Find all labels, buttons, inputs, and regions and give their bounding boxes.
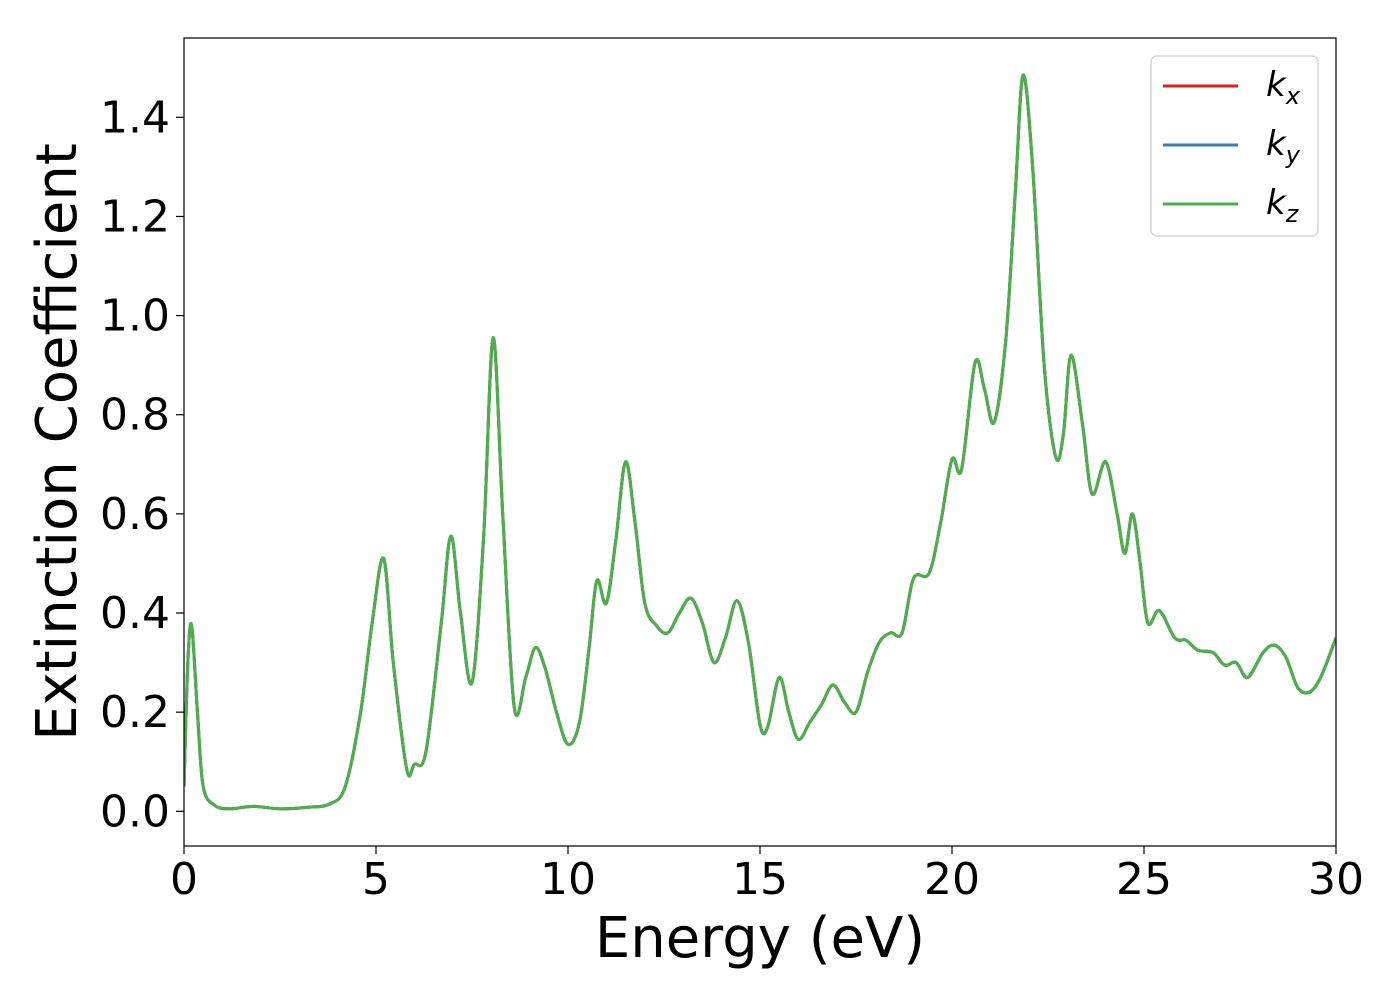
- legend-label-z: kz: [1266, 183, 1300, 228]
- x-tick-label: 5: [362, 854, 390, 905]
- y-tick-label: 1.2: [100, 191, 170, 242]
- legend-items: kx ky kz: [1163, 65, 1301, 228]
- x-axis-ticks: 0 5 10 15 20 25 30: [170, 846, 1364, 905]
- x-tick-label: 15: [732, 854, 788, 905]
- legend: kx ky kz: [1150, 55, 1319, 237]
- x-tick-label: 0: [170, 854, 198, 905]
- x-tick-label: 20: [924, 854, 980, 905]
- y-axis-ticks: 0.0 0.2 0.4 0.6 0.8 1.0 1.2 1.4: [100, 92, 184, 837]
- y-tick-label: 0.4: [100, 588, 170, 639]
- y-tick-label: 0.0: [100, 786, 170, 837]
- y-axis-label: Extinction Coefficient: [25, 143, 90, 741]
- y-tick-label: 1.4: [100, 92, 170, 143]
- series-line-kz: [184, 73, 1336, 811]
- x-tick-label: 30: [1308, 854, 1364, 905]
- series-layer: [184, 73, 1336, 811]
- y-tick-label: 0.6: [100, 489, 170, 540]
- legend-label-x: kx: [1266, 65, 1301, 110]
- x-tick-label: 10: [540, 854, 596, 905]
- legend-label-y: ky: [1266, 124, 1301, 169]
- y-tick-label: 0.8: [100, 390, 170, 441]
- x-tick-label: 25: [1116, 854, 1172, 905]
- y-tick-label: 1.0: [100, 291, 170, 342]
- y-tick-label: 0.2: [100, 687, 170, 738]
- x-axis-label: Energy (eV): [595, 906, 925, 971]
